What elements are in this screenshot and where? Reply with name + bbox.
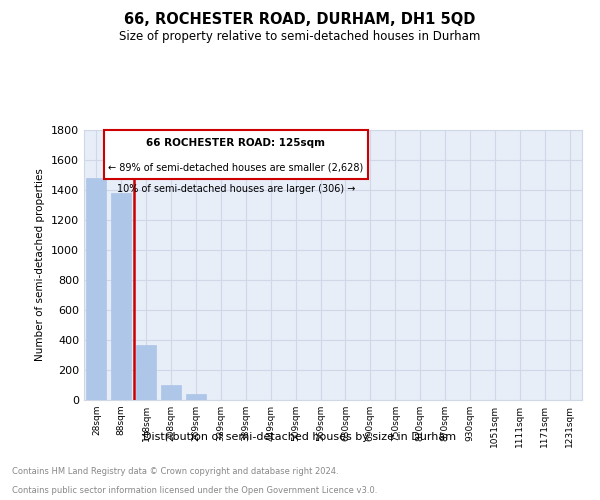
Text: 66, ROCHESTER ROAD, DURHAM, DH1 5QD: 66, ROCHESTER ROAD, DURHAM, DH1 5QD [124, 12, 476, 28]
Bar [186, 394, 206, 400]
Bar [161, 385, 181, 400]
Bar [112, 193, 131, 400]
Bar [136, 344, 156, 400]
Text: 66 ROCHESTER ROAD: 125sqm: 66 ROCHESTER ROAD: 125sqm [146, 138, 325, 148]
FancyBboxPatch shape [104, 130, 368, 178]
Bar [86, 178, 106, 400]
Text: 10% of semi-detached houses are larger (306) →: 10% of semi-detached houses are larger (… [117, 184, 355, 194]
Text: Size of property relative to semi-detached houses in Durham: Size of property relative to semi-detach… [119, 30, 481, 43]
Text: Contains HM Land Registry data © Crown copyright and database right 2024.: Contains HM Land Registry data © Crown c… [12, 467, 338, 476]
Text: Contains public sector information licensed under the Open Government Licence v3: Contains public sector information licen… [12, 486, 377, 495]
Text: ← 89% of semi-detached houses are smaller (2,628): ← 89% of semi-detached houses are smalle… [108, 162, 364, 172]
Y-axis label: Number of semi-detached properties: Number of semi-detached properties [35, 168, 46, 362]
Text: Distribution of semi-detached houses by size in Durham: Distribution of semi-detached houses by … [143, 432, 457, 442]
